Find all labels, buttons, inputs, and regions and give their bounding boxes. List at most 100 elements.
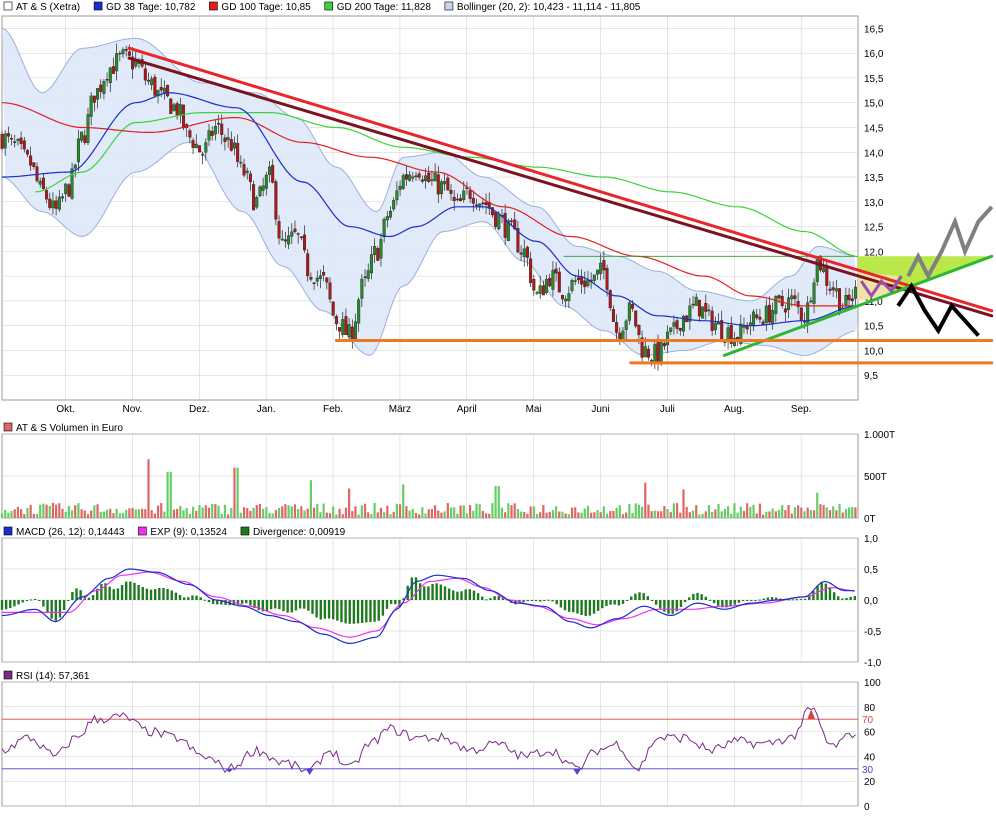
macd-y-tick: -1,0	[864, 658, 882, 669]
volume-bar	[312, 507, 316, 518]
volume-bar	[306, 508, 309, 518]
volume-bar	[462, 505, 465, 518]
candle-body	[57, 196, 61, 210]
volume-bar	[484, 513, 488, 518]
macd-divergence-bar	[758, 599, 761, 601]
legend-label: Divergence: 0,00919	[253, 527, 346, 538]
volume-y-tick: 1.000T	[864, 430, 895, 441]
volume-bar	[634, 503, 637, 518]
macd-divergence-bar	[240, 600, 244, 604]
macd-divergence-bar	[96, 588, 99, 600]
volume-bar	[551, 510, 555, 518]
macd-divergence-bar	[211, 600, 215, 604]
volume-bar	[328, 513, 332, 518]
macd-divergence-bar	[38, 600, 41, 601]
macd-divergence-bar	[712, 600, 716, 604]
candle-body	[86, 114, 90, 143]
candle-body	[557, 271, 561, 293]
volume-bar	[344, 507, 348, 518]
candle-body	[201, 153, 205, 156]
volume-bar	[631, 513, 634, 518]
macd-divergence-bar	[447, 588, 451, 600]
volume-bar	[809, 509, 812, 518]
candle-body	[357, 299, 361, 324]
candle-body	[398, 185, 402, 191]
candle-body	[847, 294, 851, 301]
volume-bar	[561, 511, 564, 518]
candle-body	[758, 316, 762, 320]
volume-bar	[583, 508, 586, 518]
candle-body	[570, 280, 574, 291]
candle-body	[331, 301, 335, 316]
candle-body	[210, 130, 214, 136]
bollinger-lower-line	[1, 141, 855, 356]
macd-divergence-bar	[853, 596, 857, 600]
macd-divergence-bar	[812, 590, 815, 600]
candle-body	[771, 309, 775, 324]
macd-divergence-bar	[91, 595, 95, 600]
volume-bar	[768, 511, 771, 518]
macd-divergence-bar	[294, 600, 298, 611]
volume-bar	[516, 509, 519, 518]
macd-divergence-bar	[481, 596, 484, 600]
candle-body	[666, 331, 670, 346]
volume-bar	[58, 503, 61, 518]
macd-divergence-bar	[596, 600, 600, 611]
volume-bar	[847, 507, 851, 518]
macd-divergence-bar	[837, 596, 840, 600]
candle-body	[131, 56, 135, 70]
volume-bar	[105, 509, 109, 518]
volume-bar	[625, 512, 628, 518]
macd-divergence-bar	[50, 600, 53, 619]
macd-divergence-bar	[663, 600, 666, 612]
candle-body	[385, 216, 389, 221]
volume-bar	[32, 513, 35, 518]
candle-body	[599, 262, 603, 274]
volume-bar	[408, 510, 411, 518]
candle-body	[532, 279, 536, 291]
price-y-tick: 15,0	[864, 99, 884, 110]
volume-bars	[0, 459, 857, 518]
macd-divergence-bar	[580, 600, 583, 615]
volume-bar	[201, 507, 204, 518]
macd-divergence-bar	[331, 600, 335, 620]
candle-body	[404, 174, 408, 180]
volume-bar	[61, 508, 64, 518]
legend-swatch	[93, 1, 103, 11]
trendline-darkred	[127, 56, 994, 318]
volume-bar	[227, 514, 230, 518]
rsi-y-tick: 100	[864, 678, 881, 689]
volume-bar	[577, 512, 580, 518]
volume-bar	[271, 513, 274, 518]
volume-y-tick: 500T	[864, 472, 887, 483]
candle-body	[277, 221, 281, 239]
candle-body	[669, 327, 673, 332]
candle-body	[809, 300, 813, 303]
candle-body	[430, 179, 434, 181]
volume-bar	[74, 505, 77, 518]
macd-divergence-bar	[427, 586, 430, 600]
x-axis-month-label: Juli	[660, 404, 675, 415]
candle-body	[376, 248, 380, 261]
candle-body	[322, 272, 326, 276]
candle-body	[239, 161, 243, 164]
volume-bar	[841, 512, 844, 518]
candle-body	[519, 252, 523, 255]
volume-bar	[526, 513, 529, 518]
volume-bar	[656, 511, 660, 518]
legend-swatch	[138, 526, 147, 536]
candle-body	[459, 198, 463, 202]
volume-bar	[290, 506, 293, 518]
volume-bar	[23, 514, 26, 518]
volume-bar	[4, 509, 7, 518]
macd-divergence-bar	[62, 600, 66, 611]
volume-bar	[268, 512, 271, 518]
macd-divergence-bar	[365, 600, 368, 623]
candle-body	[640, 337, 644, 358]
volume-bar	[819, 504, 822, 518]
volume-bar	[29, 504, 32, 518]
volume-bar	[453, 507, 456, 518]
volume-bar	[822, 505, 825, 518]
macd-divergence-bar	[100, 584, 103, 600]
macd-divergence-bar	[588, 600, 592, 616]
